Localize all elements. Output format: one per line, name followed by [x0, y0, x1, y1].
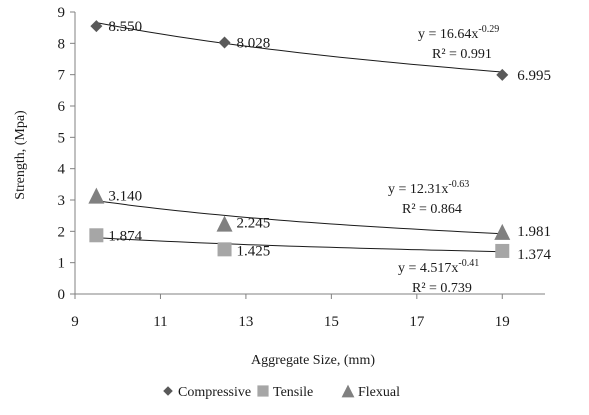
y-tick-label: 5	[58, 130, 66, 146]
x-tick-label: 13	[238, 314, 253, 330]
tensile-data-label: 1.874	[108, 228, 142, 244]
flexual-data-label: 1.981	[517, 224, 551, 240]
x-tick-label: 17	[409, 314, 425, 330]
tensile-trend-r2: R² = 0.739	[412, 281, 472, 296]
x-tick-label: 9	[71, 314, 79, 330]
tensile-point	[495, 243, 510, 258]
y-tick-label: 1	[58, 256, 66, 272]
y-tick-label: 8	[58, 36, 66, 52]
tensile-trend-equation: y = 4.517x-0.41	[398, 258, 479, 276]
flexual-trend-equation: y = 12.31x-0.63	[388, 179, 469, 197]
tensile-data-label: 1.374	[517, 247, 551, 263]
flexual-trendline	[96, 200, 503, 235]
legend-flexual-marker	[341, 384, 355, 398]
compressive-point	[90, 20, 103, 33]
y-tick-label: 4	[58, 162, 66, 178]
flexual-point	[494, 223, 511, 240]
y-tick-label: 3	[58, 193, 66, 209]
compressive-trend-r2: R² = 0.991	[432, 47, 492, 62]
y-tick-label: 2	[58, 224, 66, 240]
legend-tensile-marker	[257, 385, 269, 397]
legend-tensile-label: Tensile	[273, 385, 313, 400]
flexual-data-label: 2.245	[237, 216, 271, 232]
compressive-data-label: 8.550	[108, 19, 142, 35]
tensile-data-label: 1.425	[237, 243, 271, 259]
x-tick-label: 11	[153, 314, 167, 330]
compressive-trendline	[96, 22, 503, 73]
x-tick-label: 15	[324, 314, 339, 330]
y-tick-label: 9	[58, 5, 66, 21]
x-tick-label: 19	[495, 314, 510, 330]
y-tick-label: 0	[58, 287, 66, 303]
legend-compressive-label: Compressive	[178, 385, 251, 400]
legend-flexual-label: Flexual	[358, 385, 400, 400]
compressive-point	[218, 36, 231, 49]
compressive-trend-equation: y = 16.64x-0.29	[418, 24, 499, 42]
legend-compressive-marker	[163, 386, 173, 396]
tensile-point	[89, 228, 104, 243]
flexual-point	[88, 187, 105, 204]
y-tick-label: 6	[58, 99, 66, 115]
flexual-trend-r2: R² = 0.864	[402, 202, 462, 217]
x-axis-title: Aggregate Size, (mm)	[251, 353, 375, 368]
tensile-point	[217, 242, 232, 257]
compressive-point	[496, 68, 509, 81]
flexual-data-label: 3.140	[108, 189, 142, 205]
compressive-data-label: 6.995	[517, 68, 551, 84]
y-tick-label: 7	[58, 68, 66, 84]
flexual-point	[216, 215, 233, 232]
y-axis-title: Strength, (Mpa)	[13, 110, 28, 200]
tensile-trendline	[96, 237, 503, 253]
compressive-data-label: 8.028	[237, 35, 271, 51]
